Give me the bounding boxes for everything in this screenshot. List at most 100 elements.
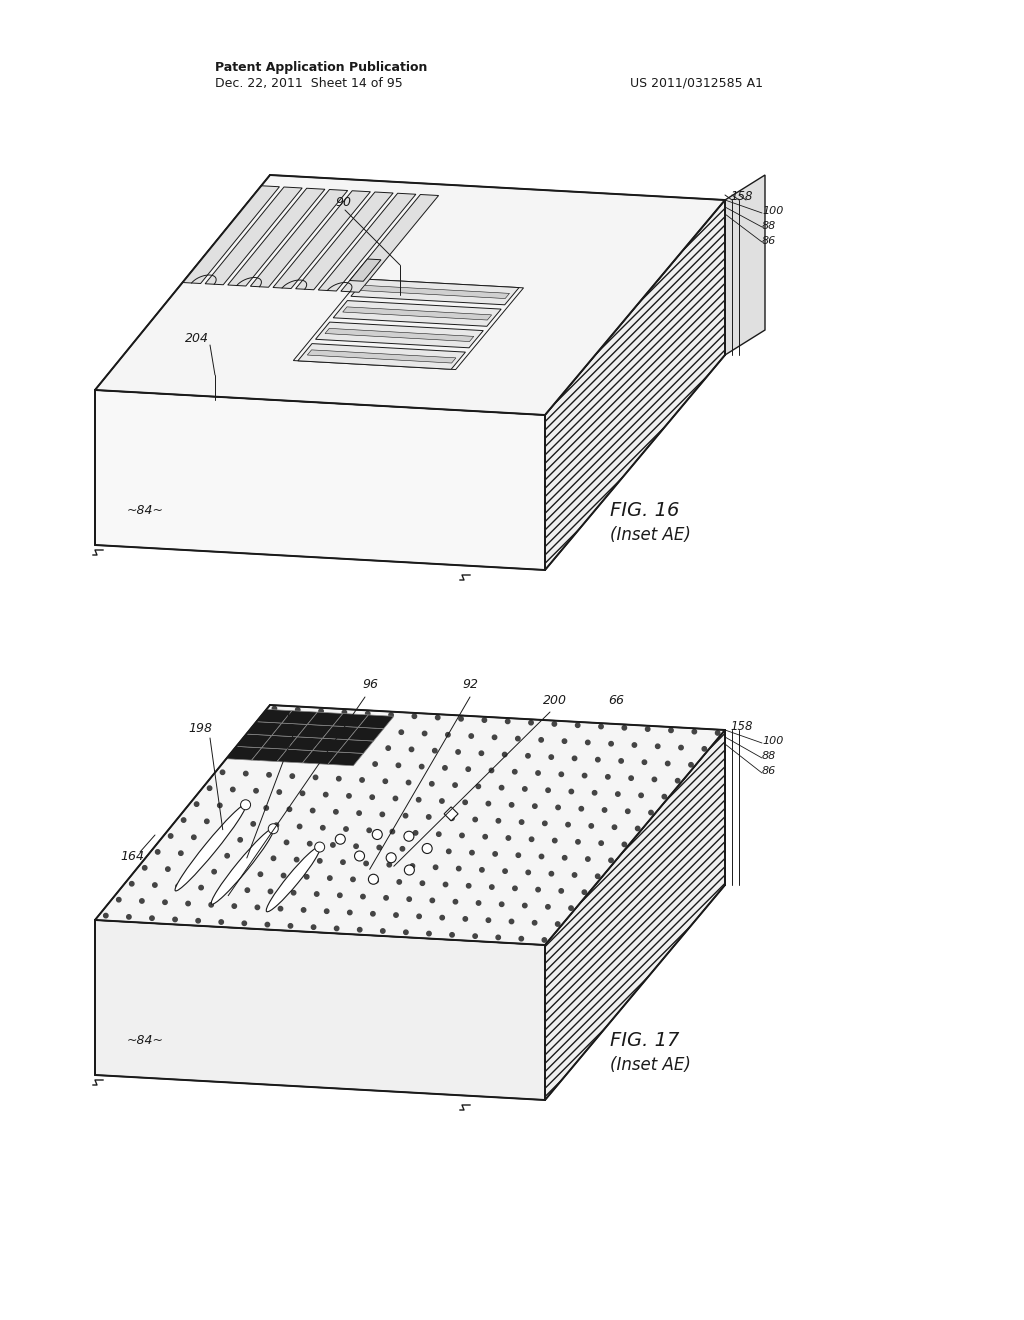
Circle shape [509, 919, 514, 924]
Polygon shape [251, 190, 348, 288]
Circle shape [396, 763, 400, 767]
Circle shape [623, 726, 627, 730]
Circle shape [596, 874, 600, 879]
Circle shape [367, 828, 372, 833]
Circle shape [400, 846, 404, 851]
Circle shape [166, 867, 170, 871]
Circle shape [328, 876, 332, 880]
Polygon shape [360, 285, 510, 298]
Circle shape [130, 882, 134, 886]
Polygon shape [298, 343, 466, 370]
Circle shape [225, 854, 229, 858]
Circle shape [435, 715, 440, 719]
Circle shape [689, 763, 693, 767]
Circle shape [473, 817, 477, 822]
Circle shape [486, 917, 490, 923]
Circle shape [552, 722, 557, 726]
Circle shape [615, 792, 621, 796]
Circle shape [289, 924, 293, 928]
Circle shape [445, 733, 451, 737]
Circle shape [354, 851, 365, 861]
Polygon shape [95, 176, 725, 414]
Circle shape [645, 727, 650, 731]
Polygon shape [323, 726, 358, 739]
Circle shape [414, 830, 418, 836]
Polygon shape [278, 750, 312, 763]
Circle shape [259, 722, 263, 727]
Circle shape [436, 832, 441, 837]
Circle shape [176, 884, 180, 888]
Circle shape [454, 899, 458, 904]
Circle shape [394, 913, 398, 917]
Polygon shape [256, 709, 292, 723]
Polygon shape [227, 189, 325, 286]
Circle shape [457, 866, 461, 871]
Text: 158: 158 [730, 721, 753, 734]
Circle shape [196, 919, 201, 923]
Circle shape [199, 886, 204, 890]
Circle shape [666, 762, 670, 766]
Circle shape [380, 812, 385, 817]
Circle shape [188, 869, 194, 873]
Circle shape [142, 866, 146, 870]
Polygon shape [725, 176, 765, 355]
Circle shape [549, 871, 554, 876]
Polygon shape [95, 920, 545, 1100]
Text: 100: 100 [762, 206, 783, 216]
Circle shape [265, 923, 269, 927]
Polygon shape [315, 322, 483, 347]
Circle shape [528, 721, 534, 725]
Circle shape [334, 809, 338, 814]
Circle shape [245, 888, 250, 892]
Text: (Inset AE): (Inset AE) [610, 1056, 691, 1074]
Circle shape [546, 788, 550, 792]
Circle shape [272, 706, 276, 710]
Circle shape [280, 756, 285, 762]
Circle shape [655, 744, 659, 748]
Circle shape [476, 784, 480, 788]
Circle shape [423, 731, 427, 735]
Circle shape [324, 792, 328, 797]
Circle shape [318, 709, 324, 713]
Circle shape [267, 772, 271, 777]
Circle shape [241, 800, 251, 809]
Text: 88: 88 [762, 751, 776, 762]
Text: Dec. 22, 2011  Sheet 14 of 95: Dec. 22, 2011 Sheet 14 of 95 [215, 77, 402, 90]
Circle shape [519, 820, 524, 824]
Polygon shape [343, 306, 492, 319]
Circle shape [407, 896, 412, 902]
Circle shape [569, 906, 573, 911]
Circle shape [279, 907, 283, 911]
Circle shape [509, 803, 514, 807]
Circle shape [300, 791, 305, 796]
Polygon shape [95, 389, 545, 570]
Polygon shape [545, 730, 725, 1100]
Circle shape [450, 933, 455, 937]
Circle shape [255, 906, 260, 909]
Text: 88: 88 [762, 220, 776, 231]
Polygon shape [350, 259, 381, 281]
Circle shape [596, 758, 600, 762]
Circle shape [403, 931, 409, 935]
Text: 100: 100 [762, 737, 783, 746]
Circle shape [422, 843, 432, 854]
Text: 92: 92 [462, 678, 478, 692]
Circle shape [335, 834, 345, 845]
Circle shape [525, 754, 530, 758]
Circle shape [522, 787, 527, 791]
Circle shape [543, 821, 547, 825]
Circle shape [440, 916, 444, 920]
Circle shape [386, 853, 396, 863]
Circle shape [209, 903, 213, 907]
Circle shape [572, 873, 577, 878]
Polygon shape [282, 710, 317, 725]
Circle shape [623, 842, 627, 846]
Circle shape [202, 853, 206, 857]
Circle shape [359, 777, 365, 783]
Circle shape [572, 756, 577, 760]
Polygon shape [262, 735, 297, 750]
Polygon shape [545, 201, 725, 570]
Circle shape [205, 820, 209, 824]
Circle shape [417, 915, 421, 919]
Circle shape [463, 916, 468, 921]
